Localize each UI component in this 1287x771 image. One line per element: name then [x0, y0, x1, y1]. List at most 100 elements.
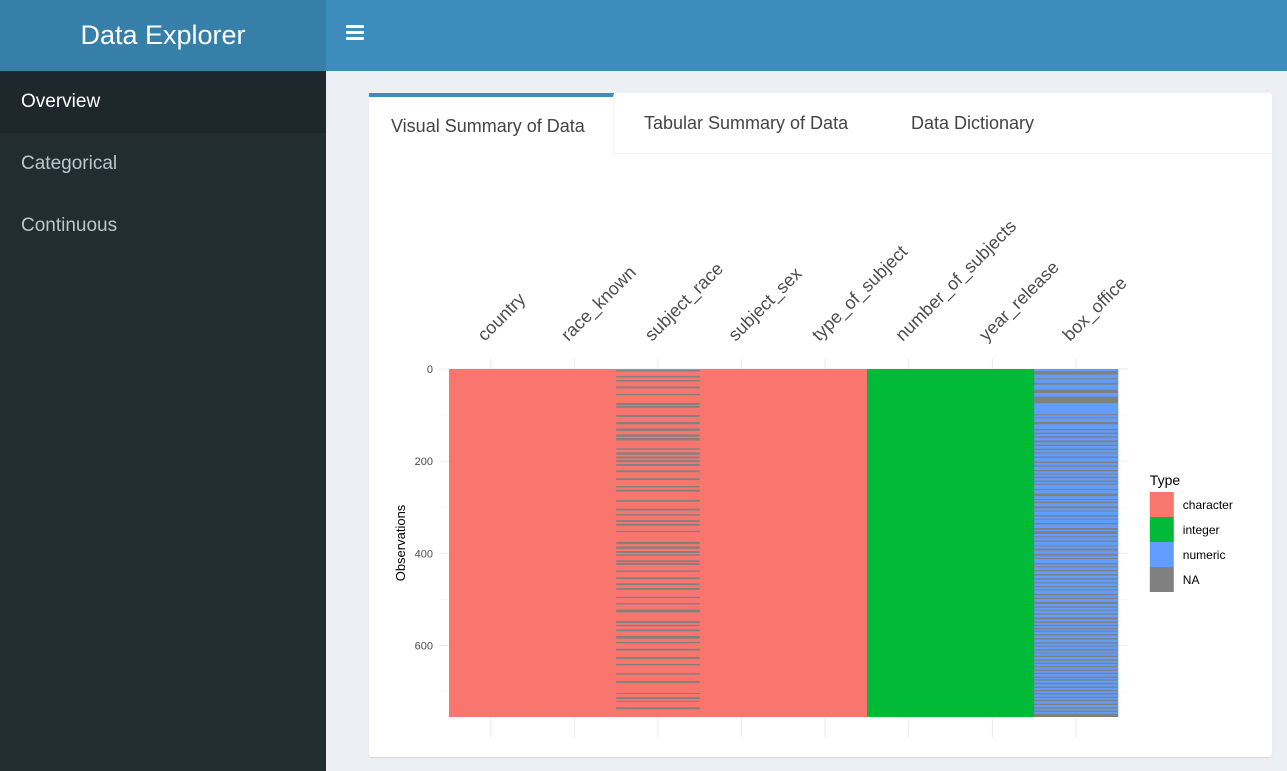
sidebar-item-overview[interactable]: Overview [0, 71, 326, 133]
app-title: Data Explorer [0, 0, 326, 71]
missing-band [1034, 557, 1118, 559]
missing-band [1034, 414, 1118, 416]
missing-band [1034, 506, 1118, 509]
legend-label: integer [1183, 523, 1220, 537]
missing-band [616, 456, 700, 459]
tab-visual-summary[interactable]: Visual Summary of Data [369, 93, 614, 155]
missing-band [616, 405, 700, 408]
legend-swatch [1149, 492, 1174, 517]
sidebar-item-label: Overview [21, 91, 101, 112]
legend-swatch [1149, 542, 1174, 567]
missing-band [616, 587, 700, 590]
missing-band [1034, 566, 1118, 568]
missing-band [616, 486, 700, 488]
y-tick-label: 0 [427, 364, 433, 376]
missing-band [1034, 703, 1118, 706]
missing-band [1034, 510, 1118, 512]
missing-band [1034, 682, 1118, 685]
missing-band [616, 375, 700, 378]
missing-band [616, 693, 700, 695]
sidebar-item-label: Categorical [21, 153, 118, 174]
y-tick-label: 200 [415, 456, 433, 468]
legend-swatch [1149, 517, 1174, 542]
missing-band [616, 663, 700, 666]
missing-band [616, 489, 700, 492]
missing-band [616, 478, 700, 481]
missing-band [1034, 638, 1118, 640]
legend-label: numeric [1183, 548, 1226, 562]
missing-band [616, 380, 700, 382]
tab-data-dictionary[interactable]: Data Dictionary [911, 113, 1035, 133]
missing-band [1034, 621, 1118, 623]
sidebar-toggle-icon[interactable] [346, 22, 368, 46]
missing-band [616, 551, 700, 553]
missing-band [616, 393, 700, 396]
sidebar-item-label: Continuous [21, 215, 118, 236]
missing-band [616, 546, 700, 549]
column-label: subject_race [641, 259, 728, 346]
missing-band [616, 624, 700, 627]
column-label: country [473, 289, 529, 345]
missing-band [616, 577, 700, 580]
missing-band [616, 422, 700, 425]
missing-band [1034, 699, 1118, 702]
missing-band [1034, 630, 1118, 632]
missing-band [1034, 669, 1118, 671]
missing-band [1034, 428, 1118, 431]
missing-band [616, 460, 700, 463]
missing-band [1034, 498, 1118, 500]
missing-band [616, 434, 700, 437]
missing-band [1034, 465, 1118, 467]
missing-band [1034, 545, 1118, 547]
missing-band [1034, 634, 1118, 636]
missing-band [1034, 589, 1118, 591]
missing-band [616, 452, 700, 455]
missing-band [1034, 676, 1118, 678]
missing-band [1034, 444, 1118, 446]
column-number_of_subjects [867, 369, 952, 717]
missing-band [616, 621, 700, 623]
missing-band [1034, 693, 1118, 695]
column-label: subject_sex [724, 263, 806, 345]
missing-band [616, 386, 700, 389]
missing-band [1034, 569, 1118, 572]
missing-band [616, 697, 700, 700]
missing-band [1034, 606, 1118, 608]
missing-band [1034, 488, 1118, 491]
missing-band [616, 508, 700, 511]
missing-band [1034, 389, 1118, 393]
missing-band [1034, 531, 1118, 535]
column-label: box_office [1059, 273, 1132, 346]
missing-band [1034, 586, 1118, 588]
legend-title: Type [1150, 472, 1181, 488]
column-type_of_subject [783, 369, 868, 717]
column-race_known [532, 369, 617, 717]
missing-band [616, 428, 700, 431]
missing-band [1034, 452, 1118, 454]
missing-band [616, 514, 700, 516]
missing-band [1034, 710, 1118, 712]
missing-band [616, 657, 700, 659]
missing-band [1034, 440, 1118, 443]
missing-band [616, 603, 700, 605]
sidebar-item-continuous[interactable]: Continuous [0, 195, 326, 257]
sidebar-item-categorical[interactable]: Categorical [0, 133, 326, 195]
missing-band [616, 554, 700, 556]
column-label: year_release [975, 257, 1063, 345]
missing-band [616, 520, 700, 523]
missing-band [1034, 679, 1118, 681]
top-navbar [326, 0, 1287, 71]
tab-tabular-summary[interactable]: Tabular Summary of Data [644, 113, 849, 133]
legend-label: character [1183, 498, 1233, 512]
missing-band [616, 673, 700, 675]
missing-band [1034, 628, 1118, 630]
column-subject_sex [699, 369, 784, 717]
missing-band [1034, 432, 1118, 434]
missing-band [1034, 476, 1118, 479]
missing-band [1034, 624, 1118, 627]
missing-band [1034, 382, 1118, 385]
missing-band [616, 609, 700, 613]
missing-band [1034, 686, 1118, 688]
missing-band [1034, 528, 1118, 530]
missing-band [1034, 448, 1118, 451]
